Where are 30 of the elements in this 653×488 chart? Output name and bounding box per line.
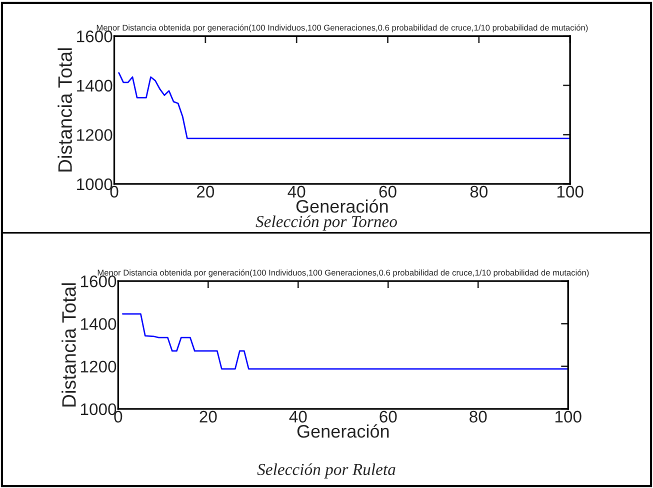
y-tick-label: 1000: [81, 403, 116, 416]
y-tick-label: 1400: [77, 80, 112, 92]
x-tick-label: 80: [470, 410, 487, 423]
y-tick-label: 1400: [81, 318, 116, 330]
y-tick-label: 1600: [77, 30, 112, 42]
y-tick-label: 1200: [81, 360, 116, 373]
text: Selección por Ruleta: [257, 463, 396, 478]
x-axis-title: Generación: [297, 424, 389, 438]
x-tick-label: 100: [555, 410, 582, 423]
x-tick-label: 60: [380, 410, 397, 423]
text: Selección por Torneo: [256, 215, 397, 231]
x-tick-label: 40: [289, 410, 307, 423]
y-tick-label: 1200: [77, 129, 112, 141]
y-tick-label: 1000: [77, 178, 112, 190]
x-tick-label: 20: [197, 186, 214, 198]
x-tick-label: 0: [114, 410, 122, 423]
x-axis-title: Generación: [296, 199, 388, 213]
x-tick-label: 100: [557, 186, 584, 198]
x-tick-label: 80: [470, 186, 488, 198]
x-tick-label: 40: [288, 186, 306, 198]
chart-title: Menor Distancia obtenida por generación(100 Individuos,100 Generaciones,0.6 probabilidad de cruce,1/10 probabilidad de mutación): [96, 24, 588, 32]
x-tick-label: 20: [200, 410, 217, 423]
y-axis-title: Distancia Total: [58, 48, 72, 172]
line-series: [122, 313, 568, 370]
y-tick-label: 1600: [81, 275, 116, 288]
x-tick-label: 60: [379, 186, 396, 198]
chart-title: Menor Distancia obtenida por generación(100 Individuos,100 Generaciones,0.6 probabilidad de cruce,1/10 probabilidad de mutación): [98, 269, 589, 278]
x-tick-label: 0: [110, 186, 118, 198]
line-series: [118, 72, 570, 140]
y-axis-title: Distancia Total: [62, 283, 76, 406]
